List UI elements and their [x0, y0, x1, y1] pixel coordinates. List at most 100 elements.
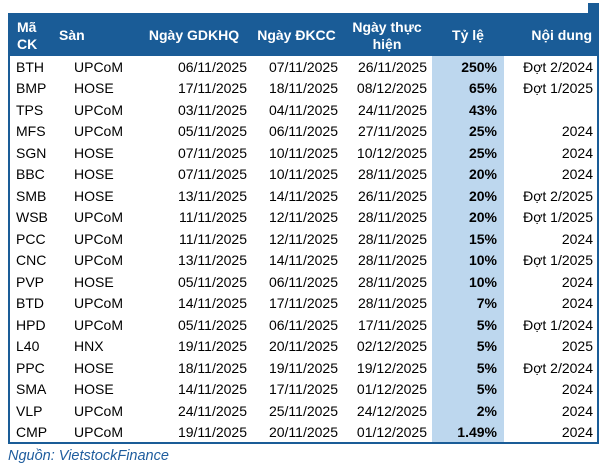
cell-gdkhq: 07/11/2025 [177, 144, 247, 161]
cell-thuc_hien: 10/12/2025 [356, 144, 427, 161]
table-row: MFS UPCoM 05/11/2025 06/11/2025 27/11/2025 25… [9, 120, 598, 142]
cell-gdkhq: 14/11/2025 [177, 381, 247, 398]
cell-thuc_hien: 26/11/2025 [357, 58, 427, 75]
cell-ty_le: 65% [432, 77, 504, 99]
table-row: CNC UPCoM 13/11/2025 14/11/2025 28/11/2025 10… [9, 249, 598, 271]
cell-noi_dung: Đợt 1/2024 [523, 316, 593, 333]
cell-gdkhq: 11/11/2025 [179, 230, 247, 247]
cell-code: BBC [16, 166, 45, 183]
cell-noi_dung: 2024 [561, 166, 593, 183]
cell-gdkhq: 19/11/2025 [177, 338, 247, 355]
cell-exchange: HOSE [74, 80, 114, 97]
cell-thuc_hien: 28/11/2025 [357, 166, 427, 183]
cell-ty_le: 43% [432, 99, 504, 121]
cell-dkcc: 07/11/2025 [268, 58, 338, 75]
cell-thuc_hien: 24/12/2025 [356, 402, 427, 419]
header-stock-code: Mã CK [9, 14, 59, 56]
cell-thuc_hien: 01/12/2025 [356, 381, 427, 398]
cell-exchange: UPCoM [74, 402, 124, 419]
cell-code: BMP [16, 80, 47, 97]
table-row: BMP HOSE 17/11/2025 18/11/2025 08/12/2025 65%… [9, 77, 598, 99]
header-record-date: Ngày ĐKCC [251, 14, 342, 56]
cell-gdkhq: 24/11/2025 [177, 402, 247, 419]
cell-gdkhq: 18/11/2025 [177, 359, 247, 376]
cell-code: WSB [16, 209, 48, 226]
cell-exchange: HOSE [74, 273, 114, 290]
table-row: SMB HOSE 13/11/2025 14/11/2025 26/11/2025 20%… [9, 185, 598, 207]
cell-exchange: HOSE [74, 166, 114, 183]
cell-thuc_hien: 28/11/2025 [357, 273, 427, 290]
table-header: Mã CK Sàn Ngày GDKHQ Ngày ĐKCC Ngày thực… [9, 14, 598, 56]
cell-dkcc: 06/11/2025 [268, 123, 338, 140]
cell-noi_dung: 2024 [561, 423, 593, 440]
cell-dkcc: 04/11/2025 [268, 101, 338, 118]
cell-noi_dung: Đợt 2/2025 [523, 187, 593, 204]
cell-gdkhq: 05/11/2025 [177, 316, 247, 333]
header-note: Nội dung [504, 14, 598, 56]
header-row: Mã CK Sàn Ngày GDKHQ Ngày ĐKCC Ngày thực… [9, 14, 598, 56]
cell-thuc_hien: 26/11/2025 [357, 187, 427, 204]
cell-exchange: HOSE [74, 144, 114, 161]
cell-exchange: HOSE [74, 187, 114, 204]
cell-dkcc: 14/11/2025 [268, 187, 338, 204]
table-row: VLP UPCoM 24/11/2025 25/11/2025 24/12/2025 2%… [9, 400, 598, 422]
cell-thuc_hien: 28/11/2025 [357, 295, 427, 312]
cell-thuc_hien: 01/12/2025 [356, 423, 427, 440]
table-row: BTD UPCoM 14/11/2025 17/11/2025 28/11/2025 7%… [9, 292, 598, 314]
cell-dkcc: 10/11/2025 [268, 166, 338, 183]
cell-code: L40 [16, 338, 40, 355]
cell-ty_le: 1.49% [432, 421, 504, 443]
cell-thuc_hien: 19/12/2025 [356, 359, 427, 376]
cell-ty_le: 5% [432, 335, 504, 357]
cell-gdkhq: 19/11/2025 [177, 423, 247, 440]
cell-code: MFS [16, 123, 46, 140]
cell-exchange: UPCoM [74, 423, 124, 440]
cell-ty_le: 7% [432, 292, 504, 314]
table-row: PVP HOSE 05/11/2025 06/11/2025 28/11/2025 10%… [9, 271, 598, 293]
cell-noi_dung: Đợt 1/2025 [523, 209, 593, 226]
header-exchange: Sàn [59, 14, 137, 56]
table-row: WSB UPCoM 11/11/2025 12/11/2025 28/11/2025 20… [9, 206, 598, 228]
cell-code: VLP [16, 402, 43, 419]
cell-noi_dung: 2024 [561, 123, 593, 140]
table-row: PPC HOSE 18/11/2025 19/11/2025 19/12/2025 5% Đ… [9, 357, 598, 379]
cell-ty_le: 25% [432, 142, 504, 164]
cell-dkcc: 19/11/2025 [268, 359, 338, 376]
table-body: BTH UPCoM 06/11/2025 07/11/2025 26/11/2025 25… [9, 56, 598, 443]
table-row: L40 HNX 19/11/2025 20/11/2025 02/12/2025 5% 20… [9, 335, 598, 357]
cell-ty_le: 15% [432, 228, 504, 250]
cell-dkcc: 20/11/2025 [268, 423, 338, 440]
cell-thuc_hien: 02/12/2025 [356, 338, 427, 355]
cell-exchange: HNX [74, 338, 104, 355]
cell-gdkhq: 05/11/2025 [177, 273, 247, 290]
cell-thuc_hien: 28/11/2025 [357, 230, 427, 247]
cell-ty_le: 20% [432, 163, 504, 185]
table-row: BTH UPCoM 06/11/2025 07/11/2025 26/11/2025 25… [9, 56, 598, 78]
cell-exchange: UPCoM [74, 58, 124, 75]
cell-gdkhq: 17/11/2025 [177, 80, 247, 97]
cell-noi_dung [504, 99, 598, 121]
corner-artifact [588, 3, 599, 13]
table-row: SGN HOSE 07/11/2025 10/11/2025 10/12/2025 25%… [9, 142, 598, 164]
cell-dkcc: 18/11/2025 [268, 80, 338, 97]
cell-noi_dung: Đợt 1/2025 [523, 80, 593, 97]
cell-ty_le: 5% [432, 314, 504, 336]
cell-code: BTH [16, 58, 44, 75]
cell-dkcc: 17/11/2025 [268, 381, 338, 398]
cell-ty_le: 10% [432, 271, 504, 293]
cell-thuc_hien: 27/11/2025 [357, 123, 427, 140]
header-payment-date: Ngày thực hiện [342, 14, 432, 56]
cell-dkcc: 25/11/2025 [268, 402, 338, 419]
cell-exchange: UPCoM [74, 123, 124, 140]
cell-code: SMA [16, 381, 47, 398]
cell-gdkhq: 13/11/2025 [177, 187, 247, 204]
cell-noi_dung: Đợt 1/2025 [523, 252, 593, 269]
cell-noi_dung: Đợt 2/2024 [523, 58, 593, 75]
cell-dkcc: 20/11/2025 [268, 338, 338, 355]
cell-noi_dung: 2024 [561, 144, 593, 161]
cell-code: SGN [16, 144, 47, 161]
cell-exchange: UPCoM [74, 252, 124, 269]
source-caption: Nguồn: VietstockFinance [8, 448, 169, 464]
cell-noi_dung: 2024 [561, 273, 593, 290]
cell-thuc_hien: 28/11/2025 [357, 252, 427, 269]
